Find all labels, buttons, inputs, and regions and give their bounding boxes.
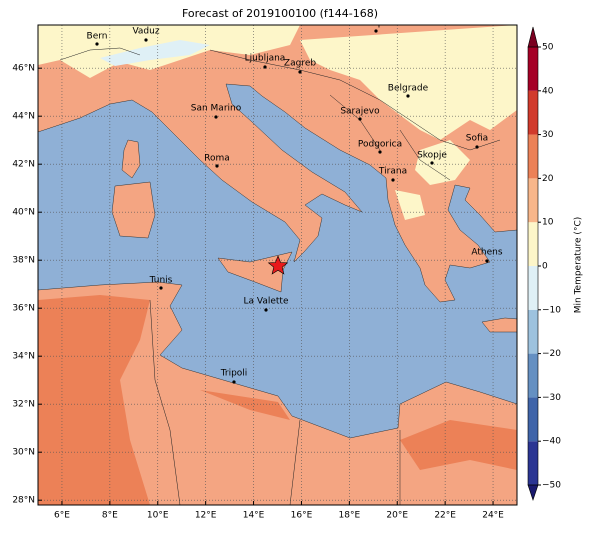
city-label: Athens: [471, 248, 502, 258]
x-tick-label: 10°E: [147, 511, 169, 521]
city-label: Sofia: [466, 134, 488, 144]
colorbar-band: [528, 441, 538, 485]
colorbar-tick-label: −30: [542, 393, 561, 403]
x-tick-label: 12°E: [195, 511, 217, 521]
city-label: Roma: [204, 154, 230, 164]
y-tick-label: 46°N: [12, 64, 35, 74]
colorbar-tick-label: 50: [542, 43, 554, 53]
colorbar-over: [527, 26, 539, 48]
map-frame: [37, 24, 518, 506]
y-tick-label: 30°N: [12, 448, 35, 458]
city-label: Bern: [87, 32, 108, 42]
y-tick-label: 40°N: [12, 208, 35, 218]
city-label: Vaduz: [132, 27, 159, 37]
land-corsica: [121, 139, 141, 179]
colorbar-band: [528, 222, 538, 266]
city-label: Budapest: [355, 19, 398, 29]
x-tick-label: 16°E: [291, 511, 313, 521]
colorbar-band: [528, 47, 538, 91]
city-label: Tripoli: [220, 369, 248, 379]
x-tick-label: 6°E: [54, 511, 70, 521]
colorbar-tick-label: −10: [542, 305, 561, 315]
colorbar-band: [528, 90, 538, 135]
colorbar-band: [528, 266, 538, 310]
y-tick-label: 44°N: [12, 112, 35, 122]
city-label: Zagreb: [284, 59, 316, 69]
x-tick-label: 8°E: [102, 511, 118, 521]
y-tick-label: 38°N: [12, 256, 35, 266]
city-label: Podgorica: [358, 140, 402, 150]
x-tick-label: 18°E: [339, 511, 361, 521]
colorbar-tick-label: 30: [542, 130, 554, 140]
grid: [38, 25, 517, 505]
x-tick-label: 20°E: [386, 511, 408, 521]
land-cold: [100, 40, 210, 66]
colorbar-tick-label: −50: [542, 481, 561, 491]
city-label: Tirana: [378, 167, 407, 177]
colorbar-tick-label: −20: [542, 349, 561, 359]
y-tick-label: 32°N: [12, 400, 35, 410]
colorbar-tick-label: 10: [542, 218, 554, 228]
colorbar-tick-label: 20: [542, 174, 554, 184]
city-label: Sarajevo: [340, 107, 380, 117]
colorbar-band: [528, 134, 538, 179]
y-tick-label: 42°N: [12, 160, 35, 170]
map-area: Bern Vaduz Budapest Ljubljana Zagreb Bel…: [38, 19, 517, 505]
colorbar-tick-label: 0: [542, 262, 548, 272]
x-tick-label: 14°E: [243, 511, 265, 521]
city-label: Tunis: [149, 276, 173, 286]
y-tick-label: 28°N: [12, 496, 35, 506]
title: Forecast of 2019100100 (f144-168): [182, 7, 378, 20]
city-label: San Marino: [191, 104, 242, 114]
city-label: La Valette: [244, 297, 289, 307]
city-label: Ljubljana: [245, 54, 286, 64]
colorbar-tick-label: 40: [542, 86, 554, 96]
land-crete: [481, 317, 517, 333]
colorbar-tick-label: −40: [542, 437, 561, 447]
marker-star: [267, 255, 289, 275]
land-hot: [38, 295, 517, 505]
land-sardinia: [111, 181, 156, 239]
colorbar-band: [528, 397, 538, 442]
city-label: Belgrade: [388, 84, 429, 94]
y-tick-label: 34°N: [12, 352, 35, 362]
colorbar-band: [528, 178, 538, 223]
x-tick-label: 24°E: [482, 511, 504, 521]
cities: Bern Vaduz Budapest Ljubljana Zagreb Bel…: [87, 19, 503, 384]
colorbar-band: [528, 353, 538, 398]
y-tick-label: 36°N: [12, 304, 35, 314]
city-label: Skopje: [417, 151, 447, 161]
colorbar-label: Min Temperature (°C): [574, 217, 584, 314]
x-tick-label: 22°E: [434, 511, 456, 521]
colorbar-band: [528, 309, 538, 354]
colorbar-under: [527, 484, 539, 501]
